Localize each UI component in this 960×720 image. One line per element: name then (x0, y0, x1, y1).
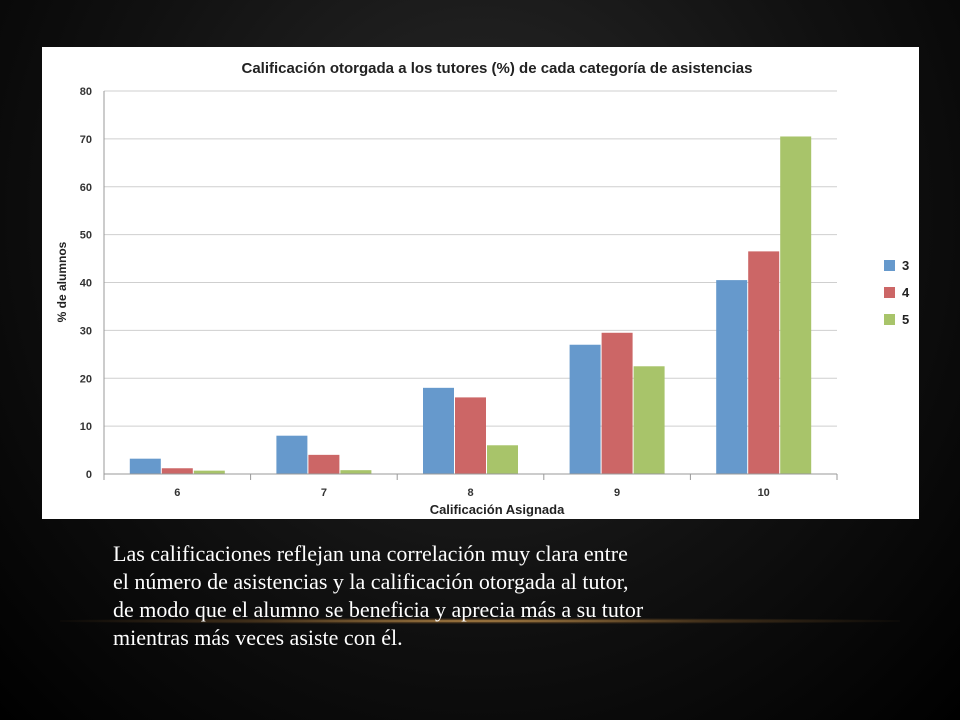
bar-series-4-cat-10 (748, 251, 780, 474)
chart-panel: Calificación otorgada a los tutores (%) … (42, 47, 919, 519)
bar-series-3-cat-7 (276, 435, 308, 474)
caption-line: Las calificaciones reflejan una correlac… (113, 541, 628, 566)
y-tick-label: 40 (80, 278, 92, 290)
caption-line: de modo que el alumno se beneficia y apr… (113, 597, 644, 622)
legend-swatch-5 (884, 314, 895, 325)
y-tick-label: 10 (80, 421, 92, 433)
legend-label-3: 3 (902, 258, 909, 273)
legend-label-5: 5 (902, 312, 909, 327)
x-tick-label: 6 (174, 487, 180, 499)
bar-series-4-cat-8 (455, 397, 486, 474)
decorative-glow-line (60, 618, 900, 624)
bar-series-5-cat-6 (193, 470, 225, 474)
caption-text: Las calificaciones reflejan una correlac… (113, 540, 833, 652)
x-tick-label: 7 (321, 487, 327, 499)
x-axis-label: Calificación Asignada (430, 502, 565, 517)
bar-series-4-cat-6 (161, 468, 193, 474)
chart-title: Calificación otorgada a los tutores (%) … (242, 60, 753, 77)
bar-series-4-cat-7 (308, 454, 340, 474)
bar-series-5-cat-8 (487, 445, 518, 474)
bar-series-3-cat-10 (716, 280, 748, 474)
bar-series-5-cat-10 (780, 136, 812, 474)
gridlines (104, 90, 837, 427)
legend-swatch-4 (884, 287, 895, 298)
legend-label-4: 4 (902, 285, 910, 300)
x-tick-label: 10 (758, 487, 770, 499)
bar-series-3-cat-8 (423, 387, 454, 474)
bar-series-3-cat-6 (129, 458, 161, 474)
bar-series-5-cat-7 (340, 470, 372, 474)
legend: 3 4 5 (884, 258, 910, 327)
y-tick-label: 20 (80, 373, 92, 385)
y-tick-label: 30 (80, 325, 92, 337)
x-tick-label: 8 (467, 487, 473, 499)
bar-series-5-cat-9 (633, 366, 665, 474)
y-tick-label: 70 (80, 134, 92, 146)
y-tick-label: 60 (80, 182, 92, 194)
y-tick-label: 0 (86, 469, 92, 481)
x-tick-label: 9 (614, 487, 620, 499)
legend-swatch-3 (884, 260, 895, 271)
bar-chart: Calificación otorgada a los tutores (%) … (55, 60, 910, 517)
y-tick-label: 50 (80, 230, 92, 242)
axes: 0 10 20 30 40 50 60 70 80 6 7 8 9 10 (80, 86, 838, 499)
bars (129, 136, 812, 474)
y-axis-label: % de alumnos (55, 241, 69, 322)
caption-line: el número de asistencias y la calificaci… (113, 569, 629, 594)
y-tick-label: 80 (80, 86, 92, 98)
caption-line: mientras más veces asiste con él. (113, 625, 403, 650)
bar-series-3-cat-9 (569, 344, 601, 474)
bar-series-4-cat-9 (601, 332, 633, 474)
